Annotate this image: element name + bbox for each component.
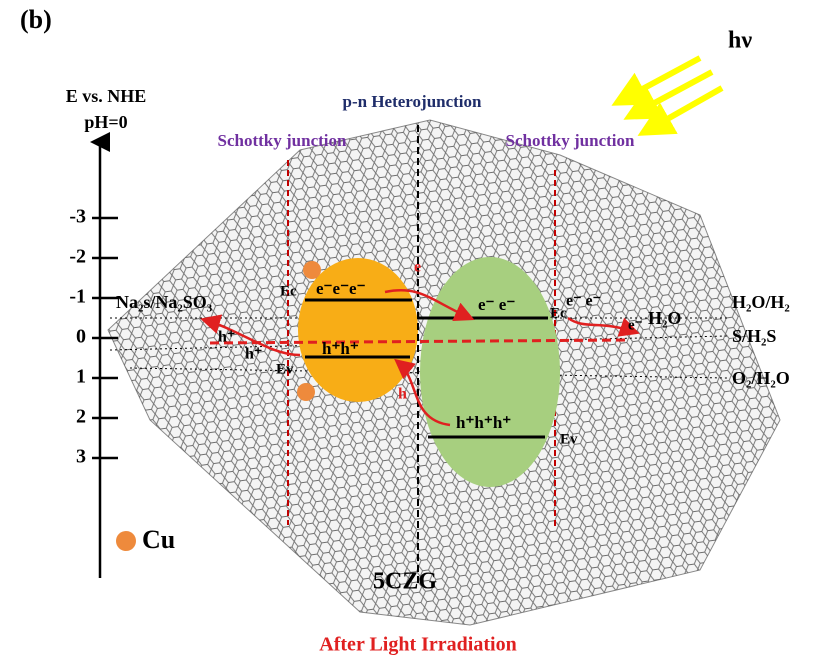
axis-tick-label: 2 — [76, 406, 86, 428]
axis-tick-label: 1 — [76, 366, 86, 388]
green-semiconductor — [420, 257, 560, 487]
potential-o2-h2o: O₂/H₂O — [732, 368, 790, 388]
orange-ev: Ev — [276, 361, 294, 377]
cu-label: Cu — [142, 525, 175, 554]
h-transfer-label: h — [398, 386, 407, 403]
axis-tick-label: 0 — [76, 326, 86, 348]
orange-hole-left: h⁺ — [218, 329, 235, 346]
axis-subtitle: pH=0 — [84, 112, 127, 132]
axis-tick-label: 3 — [76, 446, 86, 468]
orange-electrons: e⁻e⁻e⁻ — [316, 279, 366, 298]
orange-holes: h⁺h⁺ — [322, 339, 359, 358]
orange-hole-left2: h⁺ — [245, 346, 262, 363]
caption: After Light Irradiation — [319, 634, 516, 656]
potential-h2o-h2: H₂O/H₂ — [732, 292, 790, 312]
axis-tick-label: -1 — [69, 286, 86, 308]
panel-label: (b) — [20, 5, 52, 34]
green-ev: Ev — [560, 431, 578, 447]
axis-tick-label: -2 — [69, 246, 86, 268]
potential-s-h2s: S/H₂S — [732, 326, 776, 346]
orange-ec: Ec — [280, 283, 297, 299]
right-product: H₂O — [648, 308, 681, 328]
diagram: -3 -2 -1 0 1 2 3 (b) hν E vs. NHE pH=0 p-n Het… — [0, 0, 826, 661]
pn-label: p-n Heterojunction — [343, 92, 483, 111]
right-electrons: e⁻ e⁻ — [566, 293, 601, 310]
green-ec: Ec — [550, 305, 567, 321]
potential-left: Na₂s/Na₂SO₃ — [116, 292, 213, 312]
axis-tick-label: -3 — [69, 206, 86, 228]
cu-legend-dot — [116, 531, 136, 551]
light-label: hν — [728, 28, 752, 54]
sample-label: 5CZG — [373, 569, 437, 595]
right-e-product: e⁻ — [628, 317, 643, 333]
axis-title: E vs. NHE — [66, 86, 147, 106]
schottky-right: Schottky junction — [506, 131, 635, 150]
e-transfer-label: e — [414, 259, 421, 276]
light-arrows — [622, 58, 722, 130]
cu-particle — [297, 383, 315, 401]
cu-particle — [303, 261, 321, 279]
schottky-left: Schottky junction — [218, 131, 347, 150]
green-holes: h⁺h⁺h⁺ — [456, 413, 511, 432]
green-electrons: e⁻ e⁻ — [478, 295, 515, 314]
